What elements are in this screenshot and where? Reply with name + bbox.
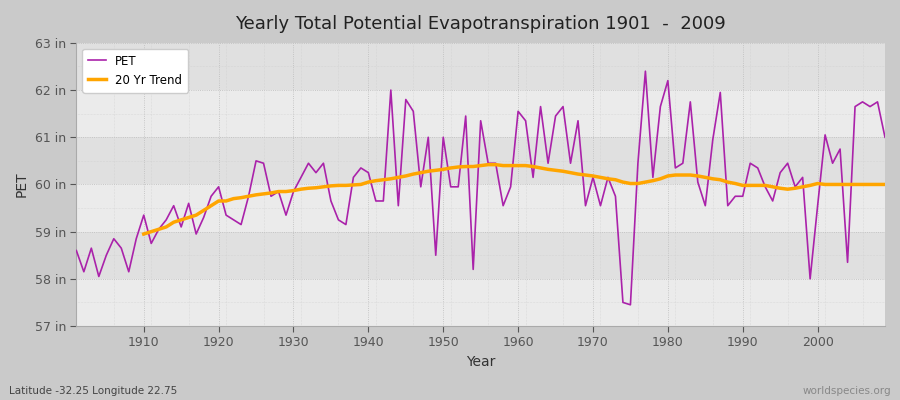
PET xyxy=(513,109,524,114)
PET xyxy=(130,236,141,241)
PET xyxy=(505,184,516,189)
PET xyxy=(640,69,651,74)
Bar xyxy=(76,43,885,90)
PET xyxy=(603,175,614,180)
20 Yr Trend xyxy=(295,187,306,192)
Bar xyxy=(76,184,885,232)
Legend: PET, 20 Yr Trend: PET, 20 Yr Trend xyxy=(82,49,188,92)
Bar xyxy=(76,137,885,184)
Text: Latitude -32.25 Longitude 22.75: Latitude -32.25 Longitude 22.75 xyxy=(9,386,177,396)
20 Yr Trend xyxy=(603,176,614,181)
PET xyxy=(340,222,351,227)
Bar xyxy=(76,279,885,326)
20 Yr Trend xyxy=(513,163,524,168)
PET xyxy=(295,175,306,180)
PET xyxy=(879,135,890,140)
Line: 20 Yr Trend: 20 Yr Trend xyxy=(144,165,885,234)
Y-axis label: PET: PET xyxy=(15,172,29,197)
X-axis label: Year: Year xyxy=(466,355,495,369)
Title: Yearly Total Potential Evapotranspiration 1901  -  2009: Yearly Total Potential Evapotranspiratio… xyxy=(235,15,726,33)
20 Yr Trend xyxy=(505,163,516,168)
Line: PET: PET xyxy=(76,71,885,305)
Bar xyxy=(76,232,885,279)
20 Yr Trend xyxy=(879,182,890,187)
PET xyxy=(71,248,82,253)
PET xyxy=(625,302,635,307)
Bar xyxy=(76,90,885,137)
20 Yr Trend xyxy=(340,183,351,188)
Text: worldspecies.org: worldspecies.org xyxy=(803,386,891,396)
